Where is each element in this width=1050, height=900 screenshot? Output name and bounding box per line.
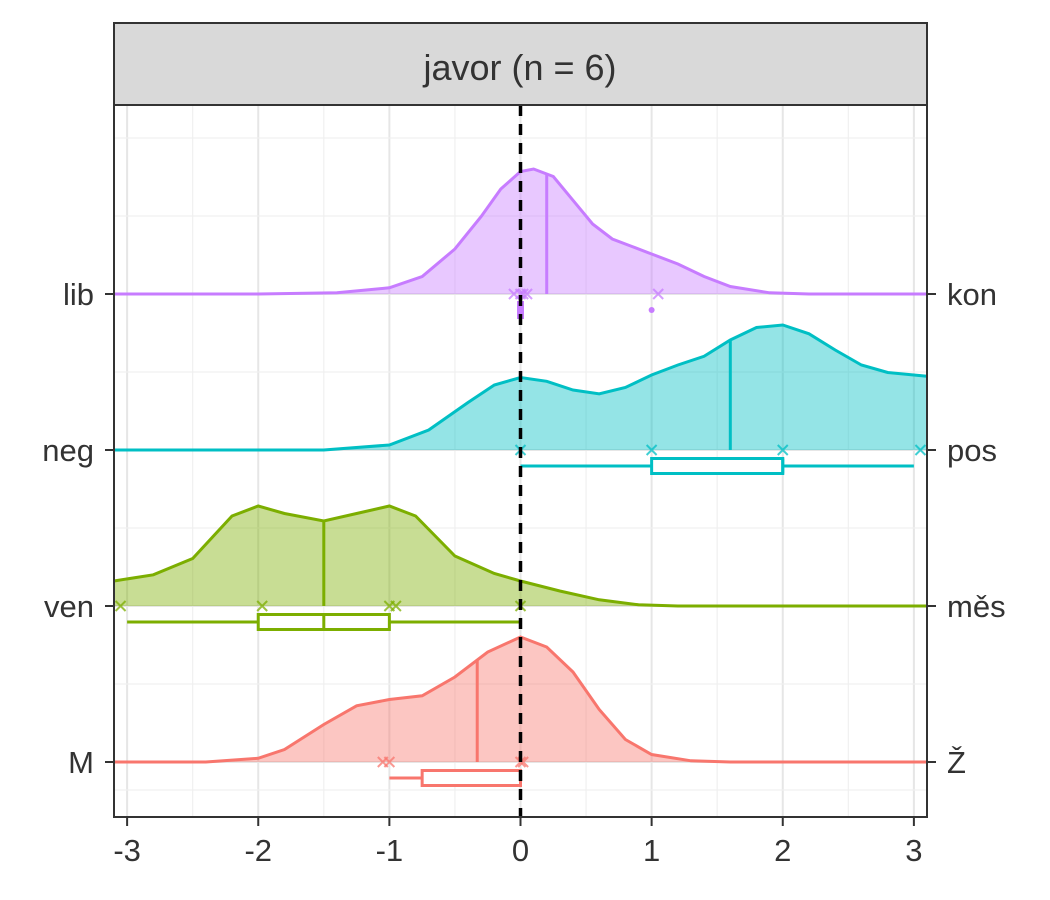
data-point bbox=[256, 600, 268, 612]
density-area bbox=[114, 325, 927, 450]
y-right-label: Ž bbox=[947, 745, 966, 780]
y-axis-left: lib neg ven M bbox=[42, 277, 114, 780]
density-line bbox=[113, 504, 927, 608]
x-tick-label: -3 bbox=[113, 833, 141, 868]
facet-strip bbox=[113, 22, 928, 106]
y-right-label: kon bbox=[947, 277, 997, 312]
y-left-label: lib bbox=[63, 277, 94, 312]
density-area bbox=[114, 506, 927, 606]
data-point bbox=[383, 756, 396, 768]
x-tick-label: 1 bbox=[643, 833, 660, 868]
y-right-label: pos bbox=[947, 433, 997, 468]
density-area bbox=[114, 169, 927, 294]
density-line bbox=[114, 635, 927, 764]
data-point bbox=[914, 444, 927, 456]
box-outlier bbox=[648, 307, 655, 313]
y-right-label: měs bbox=[947, 589, 1006, 624]
data-point bbox=[114, 600, 127, 612]
density-line bbox=[114, 167, 927, 296]
x-tick-label: -2 bbox=[244, 833, 272, 868]
box-iqr bbox=[420, 769, 522, 787]
y-left-label: M bbox=[68, 745, 94, 780]
data-point bbox=[521, 288, 533, 300]
density-line bbox=[114, 323, 928, 452]
y-left-label: ven bbox=[44, 589, 94, 624]
x-tick-label: -1 bbox=[376, 833, 404, 868]
y-axis-right: kon pos měs Ž bbox=[927, 277, 1006, 780]
y-left-label: neg bbox=[42, 433, 94, 468]
ridge-row-ven bbox=[113, 504, 927, 631]
data-point bbox=[645, 444, 658, 456]
x-axis: -3 -2 -1 0 1 2 3 bbox=[113, 817, 923, 868]
data-point bbox=[652, 288, 664, 300]
x-tick-label: 0 bbox=[512, 833, 529, 868]
ridge-row-neg bbox=[114, 323, 928, 475]
x-tick-label: 3 bbox=[905, 833, 922, 868]
data-point bbox=[777, 444, 789, 456]
box-iqr bbox=[650, 457, 785, 475]
data-point bbox=[390, 600, 402, 612]
facet-strip-title: javor (n = 6) bbox=[422, 47, 616, 88]
x-tick-label: 2 bbox=[774, 833, 791, 868]
